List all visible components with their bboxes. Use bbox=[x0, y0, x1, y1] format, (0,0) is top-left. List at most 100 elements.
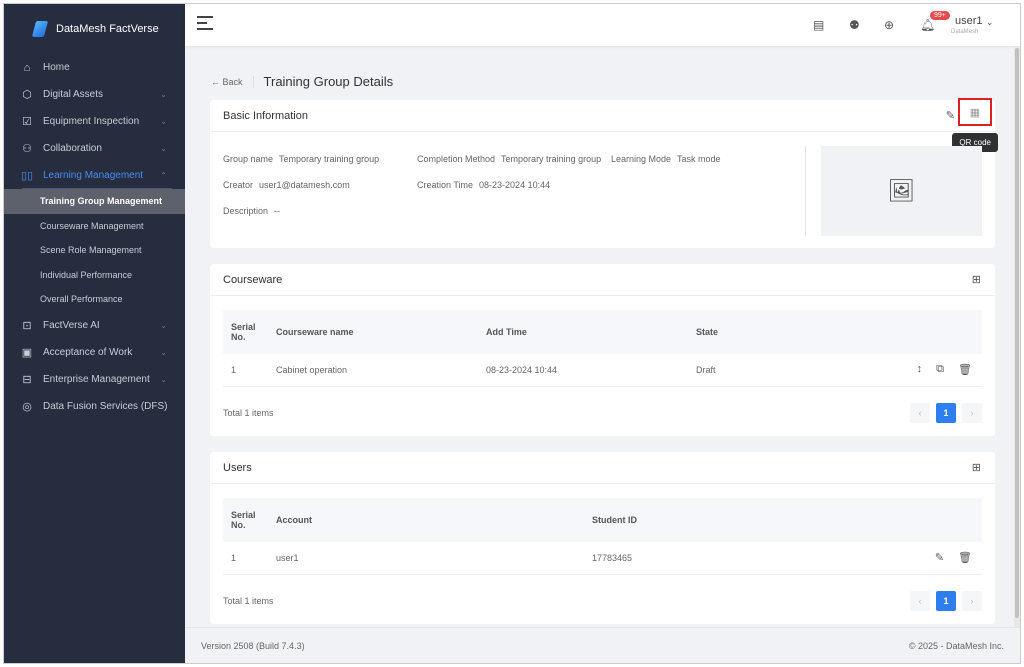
chevron-down-icon: ⌄ bbox=[160, 374, 167, 384]
sidebar-subitem-overall-performance[interactable]: Overall Performance bbox=[40, 294, 123, 305]
sidebar-item-dfs[interactable]: ◎ Data Fusion Services (DFS) bbox=[4, 393, 185, 420]
clipboard-icon[interactable]: ▤ bbox=[813, 18, 825, 32]
ai-icon: ⊡ bbox=[22, 319, 32, 332]
prev-page-button[interactable]: ‹ bbox=[910, 591, 930, 611]
sidebar-item-factverse-ai[interactable]: ⊡ FactVerse AI ⌄ bbox=[4, 312, 185, 339]
calendar-icon: ▣ bbox=[21, 346, 33, 359]
prev-page-button[interactable]: ‹ bbox=[910, 403, 930, 423]
sidebar-subitem-individual-performance[interactable]: Individual Performance bbox=[40, 269, 133, 280]
users-table: Serial No. Account Student ID 1 user1 177834… bbox=[223, 498, 982, 575]
table-row: 1 Cabinet operation 08-23-2024 10:44 Draft ↕… bbox=[223, 354, 982, 387]
card-title: Courseware bbox=[223, 273, 283, 286]
sidebar-item-enterprise[interactable]: ⊟ Enterprise Management ⌄ bbox=[4, 366, 185, 393]
logo: DataMesh FactVerse bbox=[4, 4, 185, 54]
creation-time-field: Creation Time 08-23-2024 10:44 bbox=[417, 180, 551, 190]
scrollbar[interactable] bbox=[1014, 46, 1020, 627]
fusion-icon: ◎ bbox=[22, 400, 32, 413]
chevron-down-icon: ⌄ bbox=[160, 320, 167, 330]
checklist-icon: ☑ bbox=[22, 116, 32, 128]
app-window: DataMesh FactVerse ⌂ Home ⬡ Digital Assets… bbox=[3, 3, 1021, 664]
chevron-down-icon: ⌄ bbox=[160, 117, 167, 126]
user-name[interactable]: user1 bbox=[955, 15, 983, 27]
chevron-up-icon: ⌃ bbox=[160, 171, 167, 180]
users-card: Users ⊞ Serial No. Account Student ID 1 user… bbox=[210, 452, 995, 624]
creator-field: Creator user1@datamesh.com bbox=[223, 180, 350, 190]
label: Digital Assets bbox=[43, 89, 104, 100]
edit-icon[interactable]: ✎ bbox=[945, 110, 955, 122]
label: Learning Management bbox=[43, 170, 144, 181]
sidebar-subitem-courseware[interactable]: Courseware Management bbox=[40, 220, 144, 231]
user-org: DataMesh bbox=[951, 29, 979, 35]
next-page-button[interactable]: › bbox=[962, 403, 982, 423]
logo-icon bbox=[31, 21, 49, 37]
basic-info-card: Basic Information ✎ ▦ QR code Group name… bbox=[210, 98, 998, 248]
pagination: ‹ 1 › bbox=[910, 591, 982, 611]
add-user-icon[interactable]: ⊞ bbox=[971, 462, 981, 474]
label: FactVerse AI bbox=[43, 319, 100, 331]
top-bar: ▤ ⚉ ⊕ 🔔︎ 99+ user1 DataMesh ⌄ bbox=[185, 4, 1020, 46]
chevron-down-icon: ⌄ bbox=[160, 144, 167, 153]
main-content: ← Back Training Group Details Basic Infor… bbox=[185, 46, 1014, 627]
label: Home bbox=[43, 62, 70, 73]
sidebar-subitem-scene-role[interactable]: Scene Role Management bbox=[40, 245, 142, 256]
card-title: Users bbox=[223, 461, 252, 474]
delete-icon[interactable]: 🗑︎ bbox=[958, 552, 972, 564]
book-icon: ▯▯ bbox=[21, 170, 34, 182]
cube-icon: ⬡ bbox=[22, 89, 32, 101]
label: Data Fusion Services (DFS) bbox=[43, 400, 168, 412]
breadcrumb: ← Back Training Group Details bbox=[211, 74, 393, 89]
sidebar-item-collaboration[interactable]: ⚇ Collaboration ⌄ bbox=[4, 135, 185, 162]
sidebar-item-home[interactable]: ⌂ Home bbox=[4, 54, 185, 81]
briefcase-icon: ⊟ bbox=[22, 373, 32, 386]
table-row: 1 user1 17783465 ✎ 🗑︎ bbox=[223, 542, 982, 575]
page-button[interactable]: 1 bbox=[936, 591, 956, 611]
notification-badge: 99+ bbox=[930, 11, 950, 20]
sidebar-item-digital-assets[interactable]: ⬡ Digital Assets ⌄ bbox=[4, 81, 185, 108]
back-label: Back bbox=[222, 76, 243, 87]
total-count: Total 1 items bbox=[223, 596, 274, 606]
back-button[interactable]: ← Back bbox=[211, 76, 243, 87]
sidebar-subitem-training-group[interactable]: Training Group Management bbox=[4, 189, 185, 214]
card-title: Basic Information bbox=[223, 109, 308, 122]
total-count: Total 1 items bbox=[223, 408, 274, 418]
robot-icon[interactable]: ⚉ bbox=[849, 18, 860, 32]
qr-code-button[interactable]: ▦ bbox=[958, 98, 992, 126]
image-placeholder-icon: 🖼︎ bbox=[821, 146, 982, 236]
copyright: © 2025 - DataMesh Inc. bbox=[908, 640, 1004, 651]
label: Acceptance of Work bbox=[43, 346, 133, 358]
sidebar: DataMesh FactVerse ⌂ Home ⬡ Digital Assets… bbox=[4, 4, 185, 663]
users-icon: ⚇ bbox=[22, 143, 32, 155]
edit-icon[interactable]: ✎ bbox=[934, 552, 945, 564]
qr-code-icon: ▦ bbox=[969, 106, 981, 119]
sort-icon[interactable]: ↕ bbox=[916, 363, 923, 375]
home-icon: ⌂ bbox=[23, 61, 31, 74]
completion-method-field: Completion Method Temporary training grou… bbox=[417, 154, 602, 164]
label: Enterprise Management bbox=[43, 373, 150, 385]
chevron-down-icon: ⌄ bbox=[160, 347, 167, 357]
label: Equipment Inspection bbox=[43, 116, 140, 127]
sidebar-item-equipment-inspection[interactable]: ☑ Equipment Inspection ⌄ bbox=[4, 108, 185, 135]
courseware-card: Courseware ⊞ Serial No. Courseware name Add… bbox=[210, 264, 995, 436]
footer: Version 2508 (Build 7.4.3) © 2025 - DataM… bbox=[185, 627, 1020, 663]
globe-icon[interactable]: ⊕ bbox=[884, 18, 895, 32]
sidebar-item-learning-management[interactable]: ▯▯ Learning Management ⌃ bbox=[4, 162, 185, 189]
chevron-down-icon[interactable]: ⌄ bbox=[986, 17, 994, 27]
add-courseware-icon[interactable]: ⊞ bbox=[971, 274, 981, 286]
menu-toggle-icon[interactable] bbox=[197, 16, 213, 30]
bell-icon[interactable]: 🔔︎ bbox=[920, 18, 936, 32]
pagination: ‹ 1 › bbox=[910, 403, 982, 423]
page-title: Training Group Details bbox=[263, 74, 394, 89]
sidebar-item-acceptance[interactable]: ▣ Acceptance of Work ⌄ bbox=[4, 339, 185, 366]
learning-mode-field: Learning Mode Task mode bbox=[611, 154, 721, 164]
app-name: DataMesh FactVerse bbox=[56, 23, 159, 35]
copy-icon[interactable]: ⧉ bbox=[936, 363, 945, 375]
label: Collaboration bbox=[43, 143, 102, 154]
group-name-field: Group name Temporary training group bbox=[223, 154, 380, 164]
page-button[interactable]: 1 bbox=[936, 403, 956, 423]
delete-icon[interactable]: 🗑︎ bbox=[958, 364, 972, 376]
courseware-table: Serial No. Courseware name Add Time State 1… bbox=[223, 310, 982, 387]
version: Version 2508 (Build 7.4.3) bbox=[201, 640, 305, 651]
description-field: Description -- bbox=[223, 206, 281, 216]
chevron-down-icon: ⌄ bbox=[160, 90, 167, 99]
next-page-button[interactable]: › bbox=[962, 591, 982, 611]
